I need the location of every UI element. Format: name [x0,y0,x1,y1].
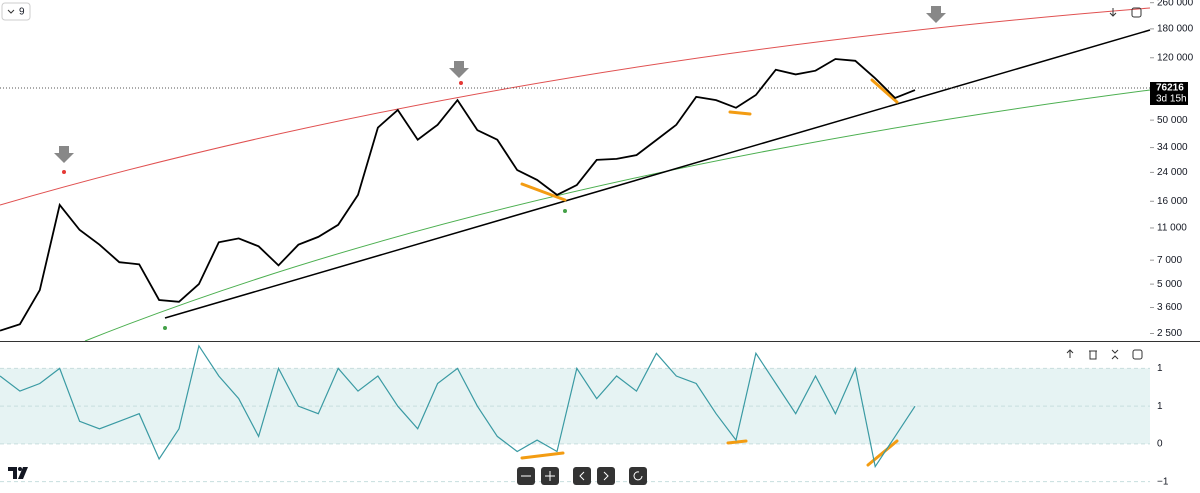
red-curve [0,7,1151,206]
tv-logo [8,467,28,479]
y-tick-label: 24 000 [1157,167,1188,178]
series-line [0,344,916,469]
y-tick-label: 180 000 [1157,24,1194,35]
y-tick-label: 3 600 [1157,302,1182,313]
y-tick-label: 260 000 [1157,0,1194,8]
y-tick-label: 16 000 [1157,196,1188,207]
nav-buttons[interactable] [517,467,647,485]
y-tick-label: 2 500 [1157,328,1182,339]
y-tick-label: 50 000 [1157,115,1188,126]
y-tick-label: 5 000 [1157,279,1182,290]
trend-line [164,29,1151,319]
chevron [7,9,15,14]
interval-label: 9 [19,7,25,18]
green-curve [84,89,1151,342]
divergence-lines [520,78,899,467]
y-tick-label: 11 000 [1157,223,1187,234]
y-tick-label: 1 [1157,363,1163,374]
y-tick-label: 1 [1157,401,1163,412]
signal-dots [62,81,567,330]
interval-button[interactable] [1,2,31,21]
indicator-band-layer [0,367,1150,483]
last-price-box [1150,82,1188,105]
y-tick-label: 0 [1157,439,1163,450]
countdown: 3d 15h [1156,94,1187,105]
arrows [54,6,946,163]
pane-buttons[interactable] [1066,7,1143,360]
y-tick-label: −1 [1157,476,1169,487]
y-tick-label: 7 000 [1157,255,1182,266]
last-price: 76216 [1156,83,1184,94]
y-tick-label: 120 000 [1157,52,1194,63]
series-line [0,58,916,332]
y-tick-label: 34 000 [1157,142,1188,153]
